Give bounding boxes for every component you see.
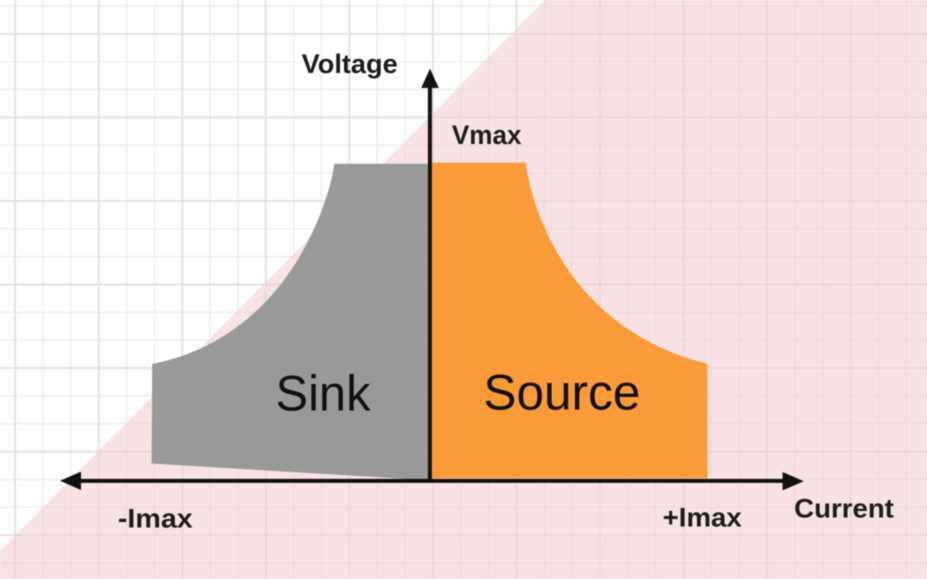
svg-text:Current: Current bbox=[794, 493, 894, 523]
svg-text:-Imax: -Imax bbox=[118, 503, 193, 533]
svg-text:Vmax: Vmax bbox=[452, 120, 522, 150]
svg-text:Source: Source bbox=[483, 364, 640, 420]
svg-text:Voltage: Voltage bbox=[302, 49, 398, 79]
svg-text:Sink: Sink bbox=[276, 365, 372, 421]
svg-text:+Imax: +Imax bbox=[663, 503, 742, 533]
